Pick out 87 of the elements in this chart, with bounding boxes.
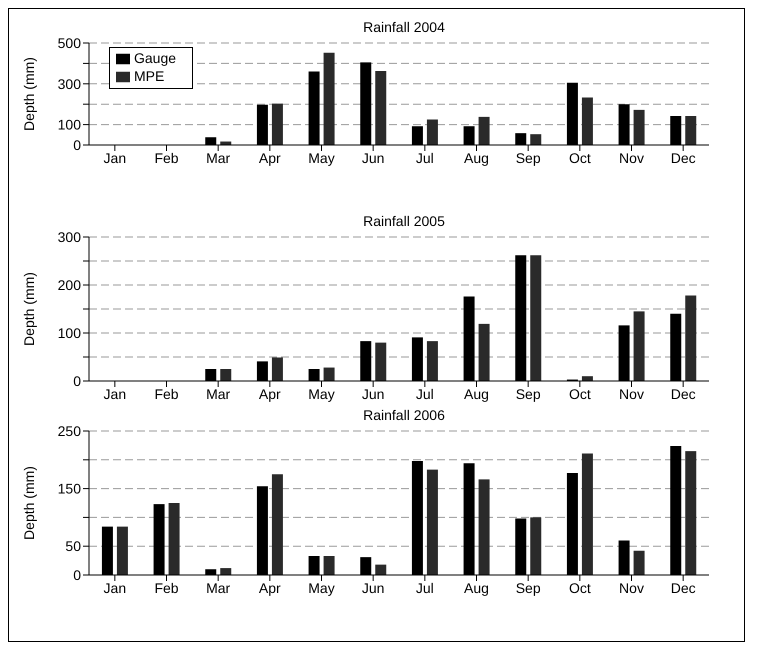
bar	[582, 376, 593, 381]
x-tick-label: Jul	[416, 580, 434, 596]
x-tick-label: Apr	[258, 580, 282, 596]
x-tick-label: Apr	[258, 150, 282, 166]
x-tick-label: Jun	[362, 386, 384, 402]
bar	[375, 564, 386, 575]
y-tick-label: 50	[65, 538, 82, 554]
legend-label: MPE	[134, 68, 164, 84]
y-tick-label: 0	[73, 566, 82, 583]
x-tick-label: Dec	[670, 386, 696, 402]
x-tick-label: Aug	[464, 580, 489, 596]
bar	[116, 526, 128, 575]
bar	[478, 116, 490, 145]
x-tick-label: Dec	[670, 150, 696, 166]
x-tick-label: Sep	[516, 150, 541, 166]
x-tick-label: Aug	[464, 150, 489, 166]
y-axis-title: Depth (mm)	[20, 272, 37, 346]
y-tick-label: 150	[58, 480, 82, 497]
bar	[426, 120, 438, 145]
y-tick-label: 0	[73, 136, 82, 153]
bar	[582, 453, 593, 575]
x-tick-label: Feb	[154, 580, 179, 596]
bar	[220, 568, 232, 575]
y-tick-label: 200	[58, 276, 82, 293]
x-tick-label: Sep	[516, 386, 541, 402]
x-tick-label: Dec	[670, 580, 696, 596]
x-tick-label: Nov	[619, 386, 644, 402]
x-tick-label: Mar	[206, 386, 231, 402]
x-tick-label: Mar	[206, 580, 231, 596]
bar	[168, 503, 180, 575]
x-tick-label: May	[308, 580, 335, 596]
x-tick-label: Jan	[104, 580, 126, 596]
legend-label: Gauge	[134, 50, 176, 66]
chart-title: Rainfall 2006	[362, 407, 446, 423]
bar	[582, 97, 593, 145]
x-tick-label: May	[308, 150, 335, 166]
bar	[426, 341, 438, 381]
y-tick-label: 500	[58, 34, 82, 51]
y-axis-title: Depth (mm)	[20, 466, 37, 540]
x-tick-label: Jan	[104, 386, 126, 402]
y-tick-label: 0	[73, 372, 82, 389]
chart-title: Rainfall 2004	[362, 19, 446, 35]
x-tick-label: Jul	[416, 386, 434, 402]
x-tick-label: Jun	[362, 150, 384, 166]
bar	[685, 116, 696, 145]
x-tick-label: Feb	[154, 386, 179, 402]
x-tick-label: Jan	[104, 150, 126, 166]
y-tick-label: 300	[58, 76, 82, 92]
x-tick-label: Jun	[362, 580, 384, 596]
bar	[324, 52, 335, 145]
bar	[530, 517, 542, 575]
bar	[375, 70, 386, 145]
x-tick-label: Mar	[206, 150, 231, 166]
x-tick-label: May	[308, 386, 335, 402]
y-axis-title: Depth (mm)	[20, 57, 37, 131]
x-tick-label: Oct	[568, 150, 591, 166]
bar	[478, 324, 490, 381]
y-tick-label: 100	[58, 324, 82, 341]
bar	[634, 110, 645, 145]
bar	[324, 556, 335, 575]
bar	[375, 342, 386, 381]
bar	[634, 311, 645, 381]
bar	[426, 470, 438, 575]
x-tick-label: Sep	[516, 580, 541, 596]
x-tick-label: Feb	[154, 150, 179, 166]
x-tick-label: Aug	[464, 386, 489, 402]
x-tick-label: Apr	[258, 386, 282, 402]
x-tick-label: Oct	[568, 386, 591, 402]
y-tick-label: 300	[58, 228, 82, 245]
bar	[685, 296, 696, 381]
bar	[272, 357, 283, 381]
bar	[530, 134, 542, 145]
bar	[272, 474, 283, 575]
y-tick-label: 100	[58, 116, 82, 133]
x-tick-label: Jul	[416, 150, 434, 166]
bar	[324, 368, 335, 381]
bar	[530, 255, 542, 381]
bar	[272, 104, 283, 145]
x-tick-label: Nov	[619, 150, 644, 166]
bar	[685, 451, 696, 575]
bar	[220, 369, 232, 381]
bar	[478, 479, 490, 575]
chart-title: Rainfall 2005	[362, 213, 446, 229]
y-tick-label: 250	[58, 422, 82, 439]
x-tick-label: Oct	[568, 580, 591, 596]
x-tick-label: Nov	[619, 580, 644, 596]
bar	[634, 550, 645, 575]
